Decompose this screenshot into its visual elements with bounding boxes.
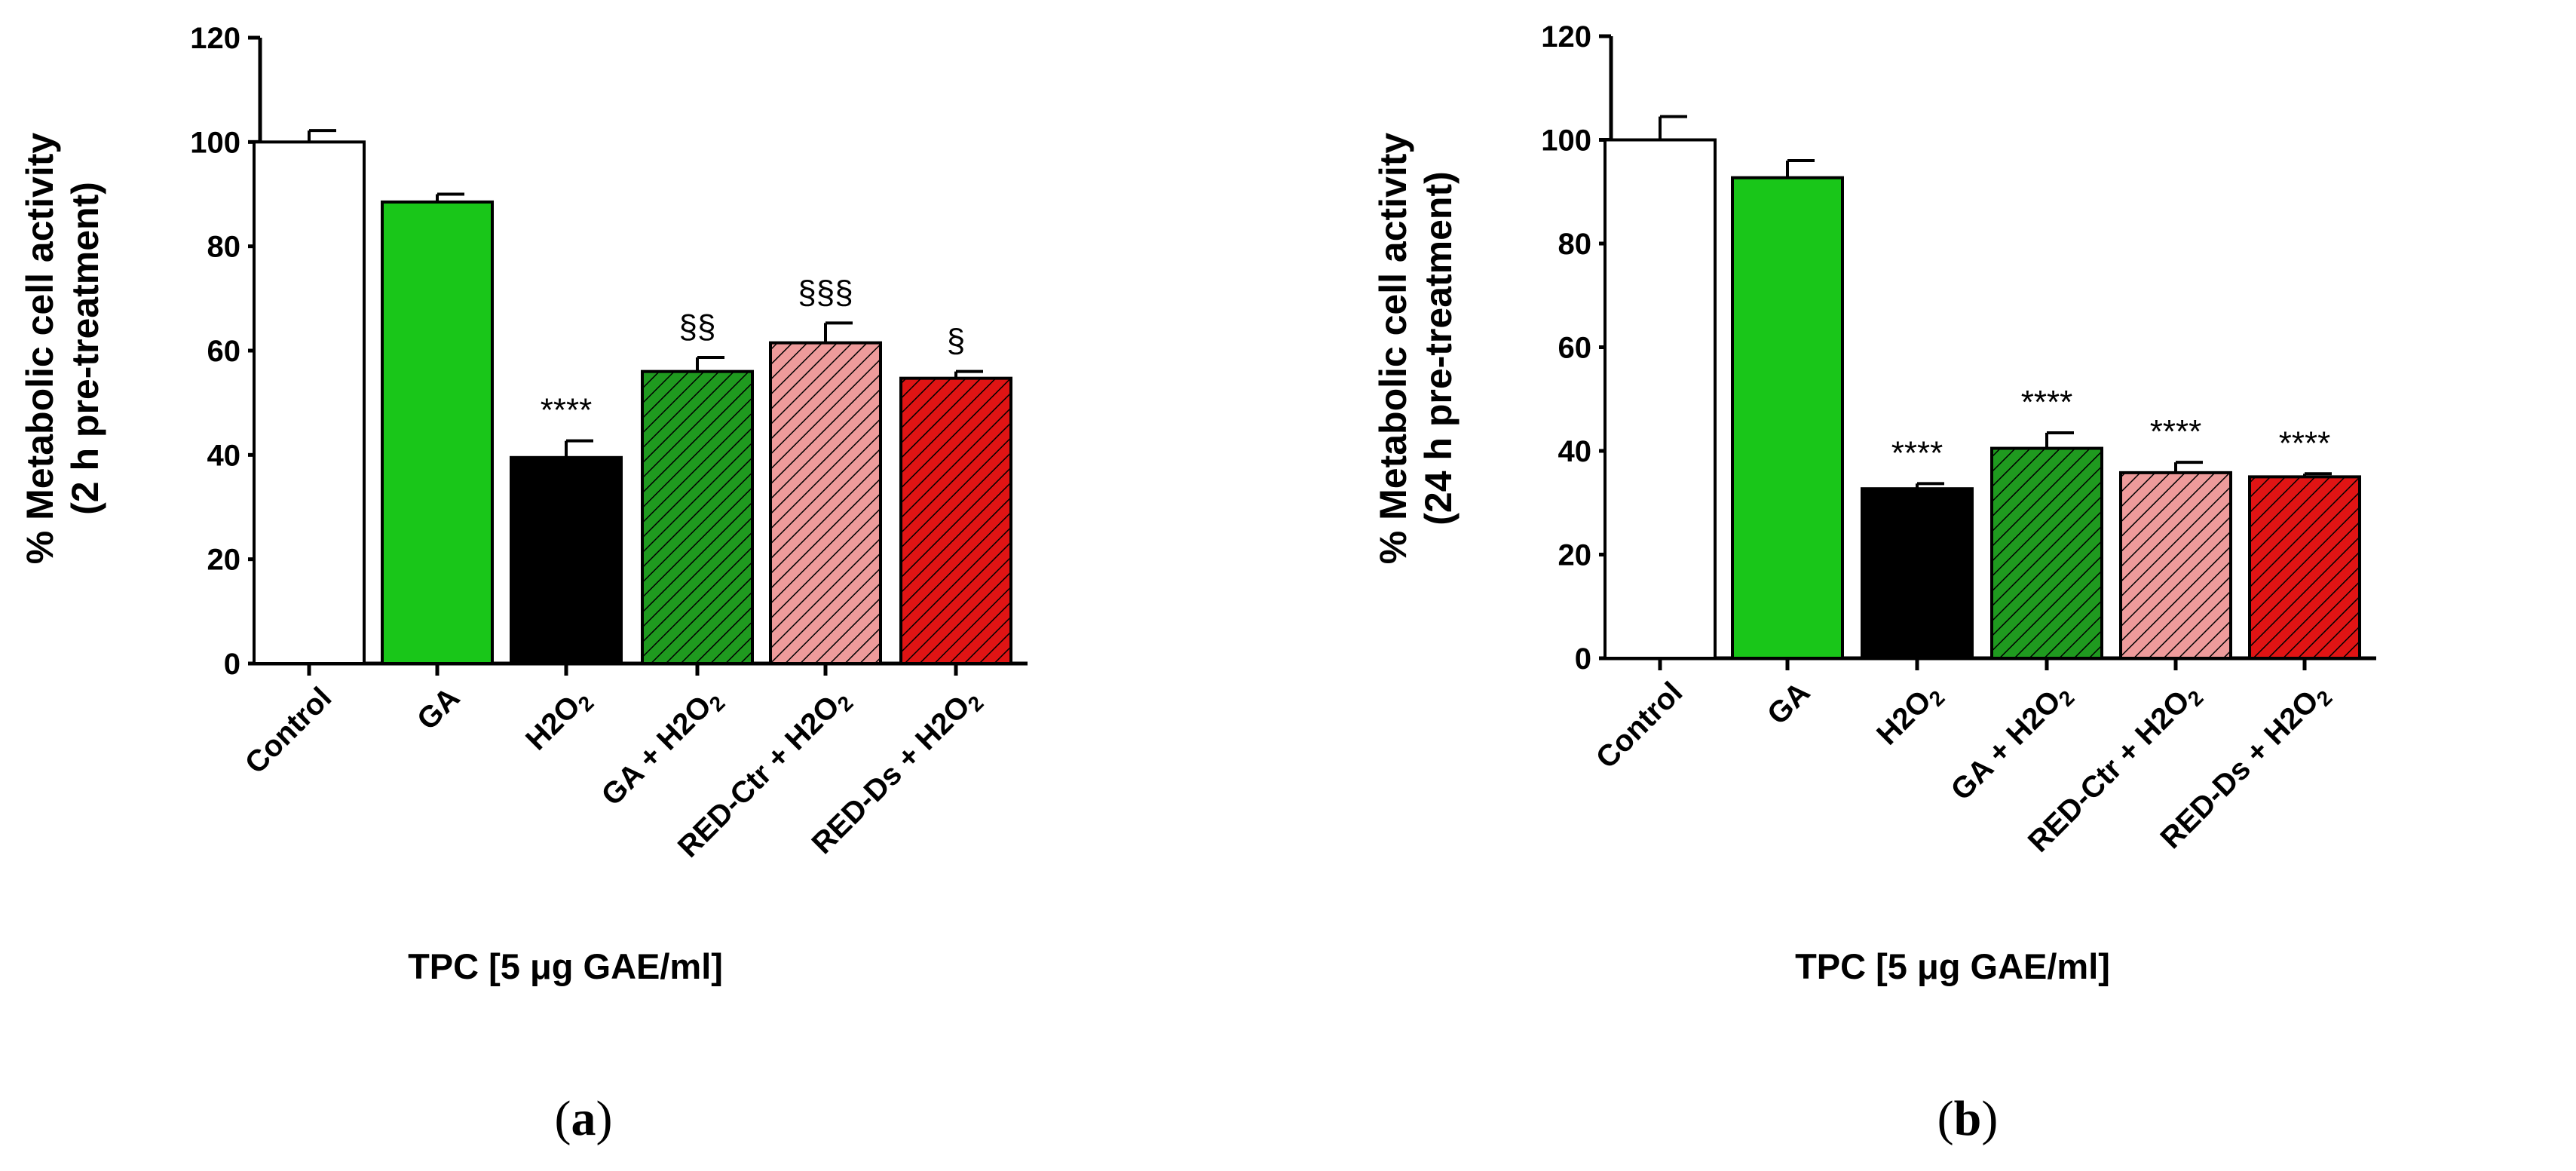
significance-label: § <box>947 323 965 360</box>
y-axis-title-line1-b: % Metabolic cell activity <box>1372 133 1414 565</box>
category-label: H2O2 <box>519 681 599 760</box>
category-label: GA + H2O2 <box>595 681 729 815</box>
bar <box>1990 446 2103 660</box>
y-tick-label: 0 <box>224 648 240 681</box>
y-tick-label: 120 <box>1541 20 1591 54</box>
y-axis-title-line2-b: (24 h pre-treatment) <box>1417 171 1460 526</box>
bar <box>381 200 494 665</box>
significance-label: **** <box>2021 384 2073 421</box>
y-tick-label: 120 <box>190 22 240 55</box>
bar <box>253 140 366 666</box>
axes-b: 0 20 40 60 80 100 120 Control GA **** H2O2 **** GA +… <box>1541 20 2376 859</box>
significance-label: **** <box>541 392 593 429</box>
y-tick-label: 40 <box>207 439 241 472</box>
significance-label: **** <box>2150 413 2202 450</box>
panel-label-b: (b) <box>1937 1091 1999 1146</box>
bar <box>2119 471 2232 660</box>
bar <box>641 369 754 665</box>
y-tick-label: 60 <box>207 335 241 368</box>
y-tick-label: 20 <box>1558 539 1592 572</box>
panel-label-a: (a) <box>555 1091 613 1146</box>
bar <box>769 341 882 665</box>
significance-label: §§ <box>679 308 716 345</box>
y-tick-label: 80 <box>207 231 241 264</box>
category-label: GA + H2O2 <box>1944 676 2078 810</box>
y-tick-label: 80 <box>1558 228 1592 261</box>
chart-panel-a: % Metabolic cell activity (2 h pre-treat… <box>19 22 1028 1146</box>
significance-label: **** <box>1891 434 1943 471</box>
chart-panel-b: % Metabolic cell activity (24 h pre-trea… <box>1372 20 2376 1146</box>
y-tick-label: 100 <box>190 126 240 159</box>
y-tick-label: 20 <box>207 544 241 577</box>
bar <box>510 455 623 666</box>
significance-label: **** <box>2279 425 2331 461</box>
y-axis-title-line2-a: (2 h pre-treatment) <box>64 182 106 515</box>
x-axis-title-a: TPC [5 μg GAE/ml] <box>408 946 723 986</box>
category-label: Control <box>1590 676 1689 775</box>
bar <box>1861 487 1974 660</box>
significance-label: §§§ <box>798 274 853 311</box>
bar <box>899 376 1012 665</box>
y-tick-label: 0 <box>1575 642 1591 676</box>
bar <box>1603 138 1717 660</box>
category-label: Control <box>239 681 338 780</box>
axes-a: 0 20 40 60 80 100 120 Control GA **** H2O2 §§ GA + H… <box>190 22 1028 864</box>
bar <box>1731 176 1844 660</box>
category-label: H2O2 <box>1870 676 1950 755</box>
y-axis-title-line1-a: % Metabolic cell activity <box>19 133 61 565</box>
category-label: GA <box>1761 676 1817 731</box>
x-axis-title-b: TPC [5 μg GAE/ml] <box>1795 946 2110 986</box>
category-label: GA <box>411 681 467 737</box>
y-tick-label: 100 <box>1541 124 1591 158</box>
panel-letter-a: a <box>571 1091 596 1146</box>
y-tick-label: 40 <box>1558 435 1592 468</box>
panel-letter-b: b <box>1954 1091 1982 1146</box>
bar <box>2248 475 2361 660</box>
y-tick-label: 60 <box>1558 332 1592 365</box>
